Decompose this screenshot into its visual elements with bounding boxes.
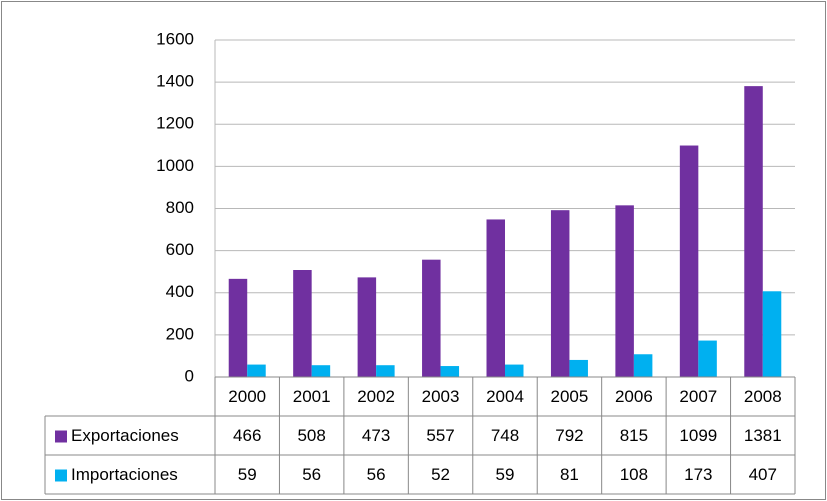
- table-value: 56: [367, 465, 386, 484]
- table-value: 1381: [744, 426, 782, 445]
- legend-label: Importaciones: [71, 465, 178, 484]
- bar: [698, 340, 717, 377]
- y-tick-label: 800: [166, 198, 194, 217]
- bar: [486, 219, 505, 377]
- bar: [550, 210, 570, 377]
- table-value: 56: [302, 465, 321, 484]
- table-value: 59: [496, 465, 515, 484]
- bar: [762, 291, 782, 377]
- table-value: 508: [297, 426, 325, 445]
- x-tick-label: 2001: [293, 387, 331, 406]
- bar: [505, 364, 524, 377]
- legend-swatch: [55, 469, 67, 482]
- bar: [569, 359, 588, 377]
- bar: [679, 145, 699, 377]
- x-tick-label: 2003: [422, 387, 460, 406]
- y-tick-label: 200: [166, 324, 194, 343]
- table-value: 1099: [679, 426, 717, 445]
- table-value: 52: [431, 465, 450, 484]
- y-tick-label: 1600: [156, 29, 194, 48]
- table-value: 473: [362, 426, 390, 445]
- y-tick-label: 600: [166, 240, 194, 259]
- table-value: 407: [749, 465, 777, 484]
- table-value: 59: [238, 465, 257, 484]
- x-tick-label: 2007: [679, 387, 717, 406]
- x-tick-label: 2006: [615, 387, 653, 406]
- x-tick-label: 2008: [744, 387, 782, 406]
- x-tick-label: 2000: [228, 387, 266, 406]
- bar: [422, 259, 441, 377]
- legend-swatch: [55, 430, 67, 443]
- y-tick-label: 1400: [156, 72, 194, 91]
- bar: [633, 354, 653, 377]
- table-value: 748: [491, 426, 519, 445]
- table-value: 108: [620, 465, 648, 484]
- y-tick-label: 1000: [156, 156, 194, 175]
- table-value: 173: [684, 465, 712, 484]
- x-tick-label: 2004: [486, 387, 524, 406]
- bar: [228, 278, 248, 377]
- y-tick-label: 400: [166, 282, 194, 301]
- x-tick-label: 2005: [551, 387, 589, 406]
- y-tick-label: 0: [185, 366, 194, 385]
- bar: [615, 205, 634, 377]
- bar: [376, 365, 395, 377]
- bar: [440, 366, 460, 377]
- table-value: 815: [620, 426, 648, 445]
- table-value: 81: [560, 465, 579, 484]
- bar: [357, 277, 377, 377]
- table-value: 557: [426, 426, 454, 445]
- table-value: 792: [555, 426, 583, 445]
- bar: [293, 270, 312, 377]
- bar: [247, 364, 266, 377]
- x-tick-label: 2002: [357, 387, 395, 406]
- bar: [744, 86, 763, 377]
- table-value: 466: [233, 426, 261, 445]
- y-tick-label: 1200: [156, 114, 194, 133]
- bar: [311, 365, 331, 377]
- legend-label: Exportaciones: [71, 426, 179, 445]
